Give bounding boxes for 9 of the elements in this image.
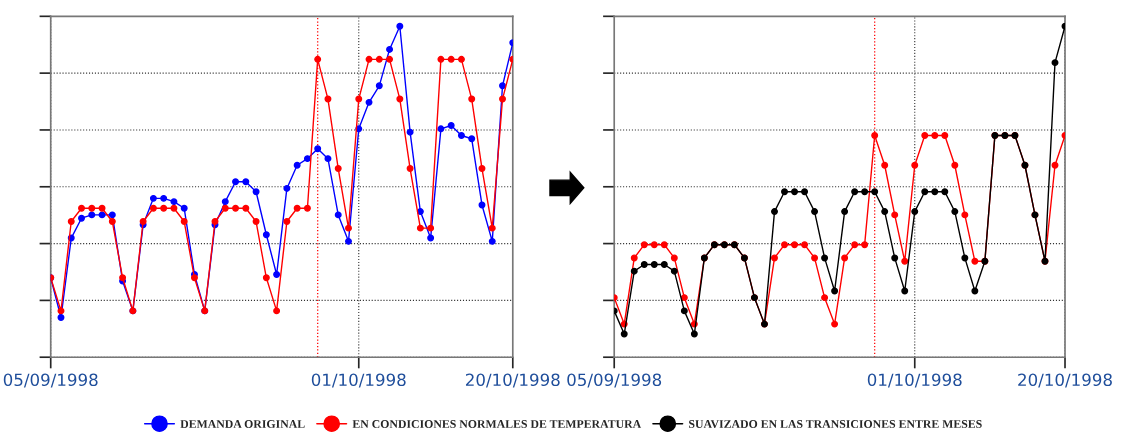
x-tick-label: 01/10/1998 bbox=[311, 373, 406, 388]
legend-label: DEMANDA ORIGINAL bbox=[180, 420, 305, 428]
legend-label: SUAVIZADO EN LAS TRANSICIONES ENTRE MESES bbox=[689, 420, 982, 429]
legend-label: EN CONDICIONES NORMALES DE TEMPERATURA bbox=[352, 420, 642, 428]
x-tick-label: 01/10/1998 bbox=[867, 373, 962, 388]
x-tick-label: 05/09/1998 bbox=[567, 373, 662, 388]
x-tick-label: 20/10/1998 bbox=[465, 373, 560, 388]
x-tick-label: 20/10/1998 bbox=[1018, 373, 1112, 388]
x-tick-label: 05/09/1998 bbox=[3, 373, 98, 388]
